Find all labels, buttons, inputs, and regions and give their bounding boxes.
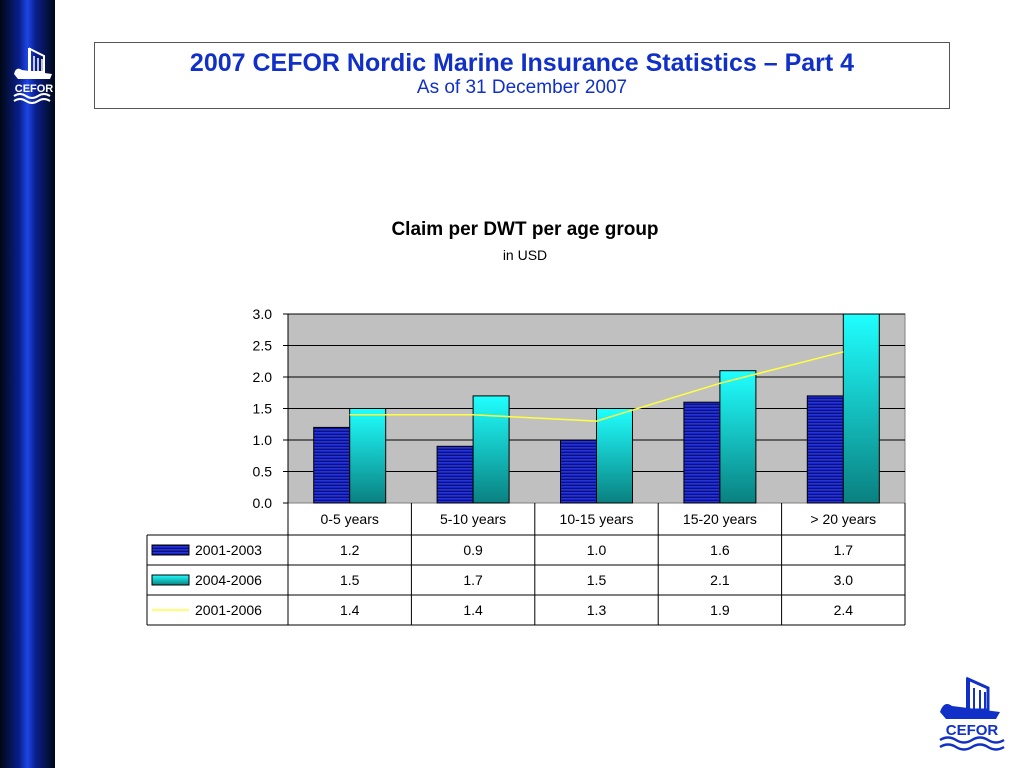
data-label: 1.4 <box>340 602 360 618</box>
data-label: 1.7 <box>463 572 483 588</box>
category-label: > 20 years <box>810 511 876 527</box>
bar-2004-2006-10-15 years <box>596 408 633 504</box>
data-label: 2.4 <box>834 602 854 618</box>
bar-2001-2003-> 20 years <box>806 395 844 504</box>
bar-2004-2006-15-20 years <box>719 370 757 504</box>
data-label: 1.2 <box>340 542 360 558</box>
bar-2004-2006-5-10 years <box>472 395 510 504</box>
y-tick-label: 0.0 <box>253 495 273 511</box>
bar-2001-2003-15-20 years <box>683 401 721 504</box>
bar-2004-2006-> 20 years <box>842 313 880 504</box>
y-tick-label: 1.0 <box>253 432 273 448</box>
category-label: 5-10 years <box>440 511 506 527</box>
data-label: 1.4 <box>463 602 483 618</box>
logo-text: CEFOR <box>15 83 54 95</box>
category-label: 15-20 years <box>683 511 757 527</box>
viking-ship-icon <box>940 676 1000 719</box>
category-label: 10-15 years <box>560 511 634 527</box>
legend-label: 2001-2003 <box>195 542 262 558</box>
title-box: 2007 CEFOR Nordic Marine Insurance Stati… <box>94 42 950 109</box>
page-title: 2007 CEFOR Nordic Marine Insurance Stati… <box>189 49 855 77</box>
bar-2004-2006-0-5 years <box>349 408 387 504</box>
y-tick-label: 2.0 <box>253 369 273 385</box>
page-subtitle: As of 31 December 2007 <box>416 77 628 98</box>
bar-2001-2003-0-5 years <box>313 426 351 504</box>
bar-2001-2003-5-10 years <box>436 445 474 504</box>
logo-text-bottom: CEFOR <box>946 722 999 739</box>
y-tick-label: 0.5 <box>253 464 273 480</box>
chart-title: Claim per DWT per age group <box>391 219 659 240</box>
bar-2001-2003-10-15 years <box>560 439 597 504</box>
data-label: 0.9 <box>463 542 483 558</box>
line-series-2001-2006 <box>349 351 844 422</box>
data-label: 1.0 <box>587 542 607 558</box>
chart-subtitle: in USD <box>502 247 548 263</box>
data-label: 1.5 <box>587 572 607 588</box>
category-label: 0-5 years <box>321 511 379 527</box>
legend-label: 2001-2006 <box>195 602 262 618</box>
legend-label: 2004-2006 <box>195 572 262 588</box>
data-label: 1.5 <box>340 572 360 588</box>
data-label: 1.7 <box>834 542 854 558</box>
legend-key-2004-2006 <box>151 574 190 586</box>
data-label: 2.1 <box>710 572 730 588</box>
data-label: 1.3 <box>587 602 607 618</box>
data-label: 1.9 <box>710 602 730 618</box>
y-tick-label: 1.5 <box>253 401 273 417</box>
cefor-logo-bottom: CEFOR <box>939 676 1005 751</box>
legend-key-2001-2003 <box>151 544 190 556</box>
data-label: 3.0 <box>834 572 854 588</box>
cefor-logo-top: CEFOR <box>13 47 54 104</box>
y-tick-label: 3.0 <box>253 306 273 322</box>
y-tick-label: 2.5 <box>253 338 273 354</box>
data-label: 1.6 <box>710 542 730 558</box>
sidebar-stripe <box>0 0 55 768</box>
viking-ship-icon <box>14 47 52 79</box>
